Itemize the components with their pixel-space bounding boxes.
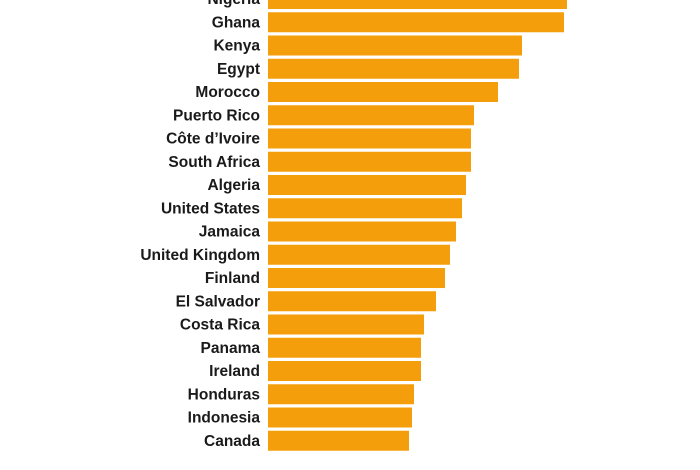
bar <box>268 407 412 428</box>
bar <box>268 151 471 172</box>
category-label: Egypt <box>217 61 260 78</box>
category-label: Ireland <box>209 363 260 380</box>
category-label: Algeria <box>207 177 260 194</box>
category-label: Costa Rica <box>180 317 260 334</box>
category-label: El Salvador <box>176 293 260 310</box>
bar <box>268 314 424 335</box>
bar <box>268 105 474 126</box>
bar <box>268 128 471 149</box>
bar <box>268 35 522 56</box>
category-label: Indonesia <box>188 410 261 427</box>
category-label: Kenya <box>213 38 260 55</box>
category-label: United States <box>161 200 260 217</box>
category-label: United Kingdom <box>140 247 260 264</box>
bar <box>268 337 421 358</box>
bar <box>268 291 436 312</box>
bar <box>268 12 564 33</box>
category-label: Côte d’Ivoire <box>166 131 260 148</box>
bar <box>268 0 567 9</box>
category-label: Jamaica <box>199 224 261 241</box>
bar <box>268 58 519 79</box>
category-label: Puerto Rico <box>173 107 260 124</box>
bar <box>268 244 450 265</box>
bar <box>268 198 462 219</box>
category-label: Canada <box>204 433 260 450</box>
bar <box>268 221 456 242</box>
category-label: Nigeria <box>207 0 260 8</box>
category-label: Honduras <box>188 386 260 403</box>
bar <box>268 82 498 102</box>
category-label: South Africa <box>168 154 260 171</box>
bar <box>268 361 421 381</box>
category-label: Morocco <box>195 84 260 101</box>
bar <box>268 175 466 195</box>
category-label: Finland <box>205 270 260 287</box>
bar <box>268 430 409 451</box>
bar <box>268 384 414 405</box>
category-label: Panama <box>201 340 261 357</box>
category-label: Ghana <box>212 14 261 31</box>
bar <box>268 268 445 288</box>
